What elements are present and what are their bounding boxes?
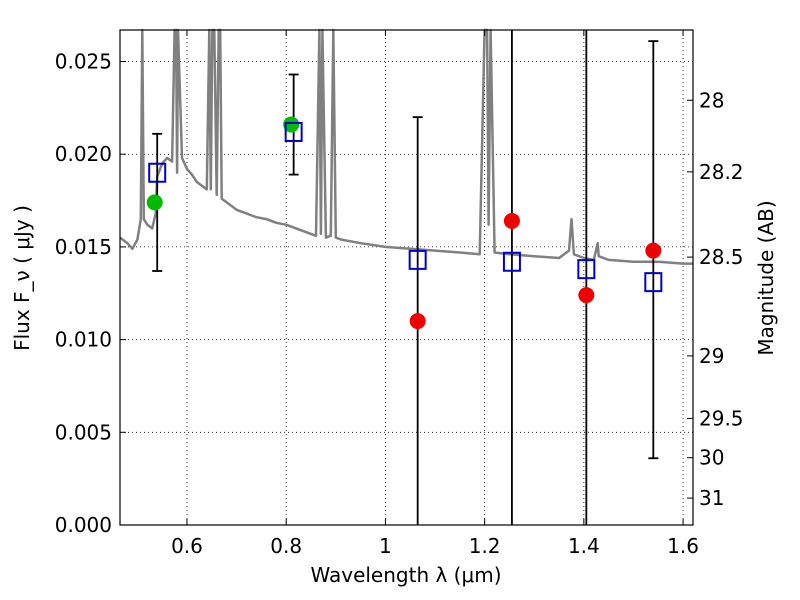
magnitude-tick-label: 30 (699, 446, 724, 470)
x-tick-label: 1.2 (469, 534, 501, 558)
point-layer (146, 116, 663, 330)
magnitude-tick-label: 29 (699, 344, 724, 368)
magnitude-axis-label: Magnitude (AB) (754, 200, 778, 355)
magnitude-tick-label: 31 (699, 486, 724, 510)
observed-point (578, 287, 595, 304)
model-square (408, 249, 427, 270)
magnitude-tick-label: 28 (699, 88, 724, 112)
model-square (577, 259, 596, 280)
observed-point (409, 313, 426, 330)
y-axis-label: Flux F_ν ( μJy ) (10, 205, 34, 351)
y-tick-label: 0.015 (55, 235, 112, 259)
y-tick-label: 0.010 (55, 328, 112, 352)
model-square (644, 272, 663, 293)
x-tick-label: 1.4 (568, 534, 600, 558)
plot-frame (119, 29, 694, 526)
y-tick-label: 0.005 (55, 420, 112, 444)
plot-background (120, 30, 693, 525)
model-square (284, 121, 303, 142)
x-tick-label: 0.8 (270, 534, 302, 558)
x-axis-label: Wavelength λ (μm) (310, 563, 501, 587)
model-square (502, 251, 521, 272)
x-tick-label: 1.6 (667, 534, 699, 558)
y-tick-label: 0.025 (55, 50, 112, 74)
spectrum-layer (119, 28, 693, 265)
tick-layer: 0.6 0.8 1 1.2 1.4 1.6 0.000 0.005 0.010 0.015 0.02… (55, 30, 744, 558)
x-tick-label: 0.6 (171, 534, 203, 558)
grid-lines (120, 30, 693, 526)
magnitude-tick-label: 29.5 (699, 406, 744, 430)
observed-point (645, 242, 662, 259)
spectrum-line (119, 28, 693, 265)
observed-point (503, 212, 520, 229)
magnitude-tick-label: 28.5 (699, 245, 744, 269)
model-square (148, 162, 167, 183)
y-tick-label: 0.020 (55, 142, 112, 166)
x-tick-label: 1 (379, 534, 392, 558)
observed-point (283, 116, 300, 133)
observed-point (146, 194, 163, 211)
y-tick-label: 0.000 (55, 513, 112, 537)
magnitude-tick-label: 28.2 (699, 160, 744, 184)
